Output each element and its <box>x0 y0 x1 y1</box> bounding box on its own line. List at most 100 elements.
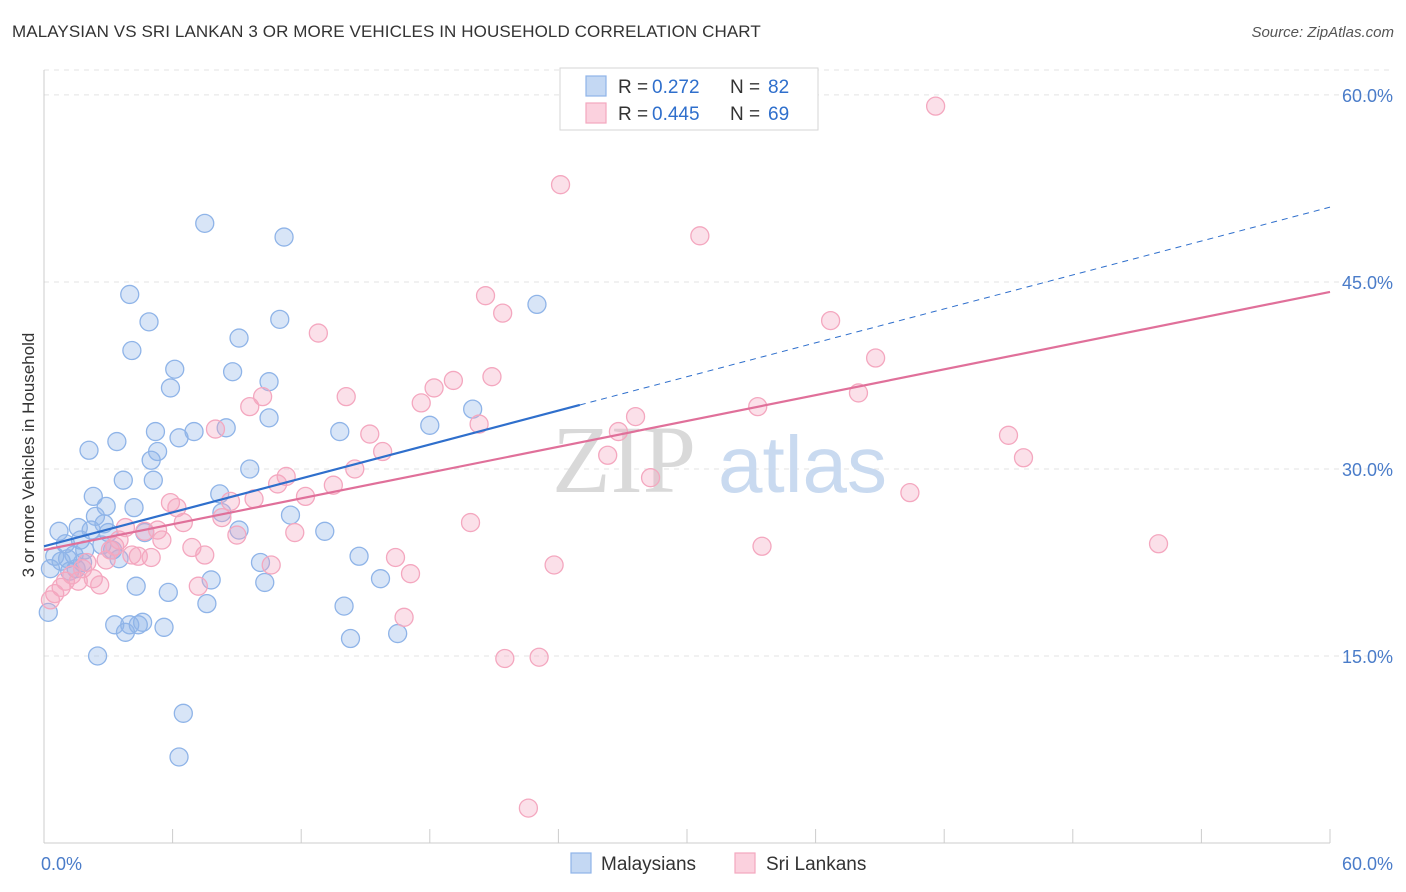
x-tick-label-min: 0.0% <box>41 854 82 874</box>
stats-n-malaysians: 82 <box>768 77 789 98</box>
data-point-sri-lankans <box>865 348 886 368</box>
data-point-sri-lankans <box>227 525 247 545</box>
y-tick-label: 60.0% <box>1342 86 1393 106</box>
data-point-malaysians <box>96 496 116 517</box>
data-point-sri-lankans <box>96 550 116 570</box>
data-point-sri-lankans <box>68 571 88 591</box>
data-point-malaysians <box>38 602 58 622</box>
data-point-malaysians <box>72 552 93 573</box>
watermark: ZIP atlas <box>552 406 887 513</box>
data-point-sri-lankans <box>1148 534 1169 554</box>
x-tick-labels: 0.0% 60.0% <box>41 854 1393 874</box>
data-point-sri-lankans <box>495 648 515 669</box>
data-point-malaysians <box>124 497 144 518</box>
data-point-sri-lankans <box>608 421 629 442</box>
data-point-sri-lankans <box>77 552 97 573</box>
stats-r-malaysians: 0.272 <box>652 77 700 98</box>
data-point-malaysians <box>158 582 178 603</box>
data-point-sri-lankans <box>261 555 281 575</box>
data-point-malaysians <box>280 505 301 525</box>
data-point-malaysians <box>184 421 204 442</box>
data-point-sri-lankans <box>752 536 772 556</box>
data-point-sri-lankans <box>900 483 920 503</box>
data-point-malaysians <box>173 703 193 723</box>
stats-n-sri-lankans: 69 <box>768 104 789 125</box>
trend-line-extension-malaysians <box>579 206 1331 406</box>
trend-line-sri-lankans <box>43 290 1331 552</box>
y-tick-label: 45.0% <box>1342 273 1393 293</box>
data-point-sri-lankans <box>385 547 406 568</box>
data-point-sri-lankans <box>336 387 356 407</box>
source-credit: Source: ZipAtlas.com <box>1251 24 1394 41</box>
data-point-sri-lankans <box>152 530 172 550</box>
y-tick-labels: 15.0% 30.0% 45.0% 60.0% <box>1342 86 1393 667</box>
data-point-malaysians <box>143 470 163 490</box>
data-point-sri-lankans <box>625 406 646 427</box>
data-point-malaysians <box>87 646 108 666</box>
trend-lines <box>43 206 1331 552</box>
data-point-sri-lankans <box>1013 448 1034 468</box>
data-point-malaysians <box>387 623 408 644</box>
data-point-malaysians <box>160 378 181 398</box>
data-point-sri-lankans <box>925 96 946 116</box>
data-point-sri-lankans <box>493 303 513 323</box>
data-point-malaysians <box>154 617 174 637</box>
data-point-sri-lankans <box>469 414 489 434</box>
stats-legend-swatch-malaysians <box>585 75 607 97</box>
data-point-malaysians <box>113 470 133 490</box>
data-point-sri-lankans <box>482 367 502 387</box>
data-point-sri-lankans <box>640 468 661 488</box>
data-point-sri-lankans <box>122 545 142 565</box>
points-malaysians <box>38 213 547 767</box>
data-point-sri-lankans <box>195 545 215 565</box>
data-point-malaysians <box>105 615 125 635</box>
data-point-sri-lankans <box>529 647 549 667</box>
data-point-malaysians <box>139 312 159 332</box>
legend-swatch-sri-lankans <box>734 852 756 874</box>
svg-text:R =: R = <box>618 104 648 125</box>
data-point-sri-lankans <box>518 798 539 818</box>
data-point-malaysians <box>330 421 350 442</box>
data-point-sri-lankans <box>394 607 414 627</box>
data-point-sri-lankans <box>475 286 496 306</box>
data-point-malaysians <box>197 593 217 614</box>
data-point-sri-lankans <box>212 507 232 528</box>
data-point-malaysians <box>169 747 189 767</box>
points-sri-lankans <box>40 96 1169 818</box>
data-point-sri-lankans <box>460 512 481 533</box>
data-point-malaysians <box>79 440 99 460</box>
data-point-sri-lankans <box>188 576 208 596</box>
data-point-sri-lankans <box>998 425 1019 445</box>
data-point-malaysians <box>370 569 391 589</box>
data-point-malaysians <box>259 408 279 428</box>
data-point-malaysians <box>83 486 103 507</box>
grid-lines <box>44 69 1392 657</box>
y-tick-label: 30.0% <box>1342 460 1393 480</box>
data-point-malaysians <box>315 521 335 541</box>
data-point-sri-lankans <box>285 522 305 543</box>
data-point-malaysians <box>40 559 61 579</box>
data-point-sri-lankans <box>323 475 344 495</box>
data-point-malaysians <box>195 213 215 234</box>
data-point-sri-lankans <box>360 424 380 444</box>
data-point-malaysians <box>107 431 127 452</box>
data-point-sri-lankans <box>820 310 841 331</box>
data-point-malaysians <box>274 227 294 247</box>
data-point-sri-lankans <box>690 226 710 246</box>
svg-text:N =: N = <box>730 104 760 125</box>
y-tick-label: 15.0% <box>1342 647 1393 667</box>
data-point-malaysians <box>49 521 69 541</box>
data-point-sri-lankans <box>205 419 226 439</box>
series-legend: Malaysians Sri Lankans <box>570 852 866 875</box>
data-point-malaysians <box>240 459 260 479</box>
data-point-malaysians <box>165 359 185 379</box>
watermark-zip: ZIP <box>552 406 696 513</box>
data-point-sri-lankans <box>544 555 564 575</box>
data-point-malaysians <box>120 284 140 305</box>
data-point-malaysians <box>229 328 249 348</box>
data-point-malaysians <box>420 415 440 435</box>
data-point-sri-lankans <box>308 323 328 343</box>
watermark-atlas: atlas <box>718 420 887 509</box>
data-point-sri-lankans <box>252 387 273 407</box>
data-point-sri-lankans <box>598 445 618 465</box>
